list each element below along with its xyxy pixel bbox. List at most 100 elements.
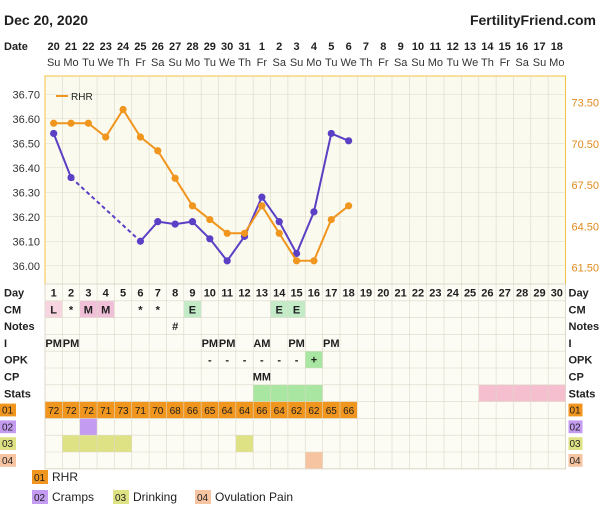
date-label: 28 [186, 41, 198, 53]
data-point [50, 119, 58, 127]
date-label: 26 [152, 41, 164, 53]
data-point [327, 215, 335, 224]
table-cell: 66 [187, 406, 199, 417]
series-line [139, 220, 159, 242]
row-color-chip [568, 420, 583, 434]
weekday-label: Su [168, 57, 181, 69]
y-left-tick: 36.70 [12, 89, 40, 101]
data-point [171, 174, 179, 182]
series-line [156, 150, 176, 179]
date-label: 17 [533, 41, 545, 53]
date-label: 31 [238, 41, 250, 53]
table-cell-bg [97, 435, 115, 452]
data-point [188, 202, 197, 210]
table-cell-bg [287, 384, 306, 402]
cycle-day: 9 [189, 288, 195, 300]
cycle-day: 5 [120, 288, 126, 300]
table-cell-bg [79, 435, 98, 452]
data-point [136, 133, 145, 141]
table-cell-bg [62, 401, 80, 419]
table-cell: 72 [83, 406, 95, 417]
date-label: 7 [363, 41, 369, 53]
series-line [261, 205, 281, 234]
series-line [191, 205, 211, 221]
date-label: 29 [204, 41, 216, 53]
legend-label: RHR [71, 92, 93, 103]
cycle-day: 12 [238, 288, 250, 300]
table-cell-bg [235, 401, 254, 419]
table-cell-bg [305, 351, 323, 368]
table-cell: 64 [239, 406, 251, 417]
row-label: 04 [2, 456, 14, 467]
weekday-label: Mo [306, 57, 321, 69]
date-label: 5 [328, 41, 334, 53]
data-point [102, 133, 110, 141]
data-point [345, 137, 353, 145]
table-cell: PM [45, 338, 62, 350]
weekday-label: Fr [378, 57, 389, 69]
y-right-tick: 73.50 [572, 98, 600, 110]
weekday-label: Tu [204, 57, 216, 69]
table-cell-bg [287, 401, 306, 419]
cycle-day: 13 [256, 288, 268, 300]
row-label-right: 04 [570, 456, 582, 467]
table-cell: - [208, 355, 212, 367]
date-label: 18 [551, 41, 563, 53]
weekday-label: Th [117, 57, 130, 69]
table-cell-bg [270, 384, 288, 402]
table-cell-bg [183, 401, 202, 419]
cycle-day: 14 [273, 288, 286, 300]
weekday-label: Fr [135, 57, 146, 69]
legend-chip [32, 470, 48, 484]
site-name: FertilityFriend.com [469, 12, 596, 28]
data-point [258, 193, 266, 201]
table-cell: E [276, 304, 283, 316]
row-label-right: CP [569, 372, 584, 384]
y-left-tick: 36.00 [12, 261, 40, 273]
series-line [209, 238, 228, 262]
bottom-legend: 01 RHR 02 Cramps 03 Drinking 04 Ovulation Pain [32, 470, 293, 504]
date-label: 23 [100, 41, 112, 53]
row-color-chip [0, 420, 16, 434]
table-cell: 62 [308, 406, 320, 417]
y-right-tick: 67.50 [572, 180, 600, 192]
data-point [292, 257, 301, 265]
weekday-label: Su [290, 57, 303, 69]
table-cell-bg [114, 435, 132, 452]
table-cell: - [295, 355, 299, 367]
table-cell-bg [201, 401, 219, 419]
legend-code: 04 [197, 493, 209, 504]
legend-code: 03 [115, 493, 127, 504]
table-cell: 70 [152, 406, 164, 417]
data-point [223, 257, 231, 265]
data-point [188, 218, 197, 226]
data-point [206, 215, 214, 224]
bbt-series [50, 129, 353, 265]
cycle-day: 2 [68, 288, 74, 300]
date-label: 30 [221, 41, 233, 53]
plot-legend: RHR [56, 92, 93, 103]
cycle-day: 26 [481, 288, 493, 300]
row-color-chip [568, 403, 583, 417]
row-label: 01 [2, 406, 14, 417]
date-label: 15 [499, 41, 511, 53]
date-label: 12 [447, 41, 459, 53]
row-label: 03 [2, 439, 14, 450]
table-cell: * [138, 304, 143, 316]
legend-label: Drinking [133, 490, 177, 504]
weekday-label: We [219, 57, 235, 69]
table-cell-bg [322, 401, 340, 419]
table-cell: E [293, 304, 300, 316]
series-line [243, 205, 263, 234]
cycle-day: 7 [155, 288, 161, 300]
series-line [70, 176, 142, 242]
table-cell: # [172, 321, 178, 333]
table-cell-bg [253, 384, 271, 402]
cycle-day: 8 [172, 288, 178, 300]
y-left-tick: 36.60 [12, 114, 40, 126]
series-line [330, 205, 350, 221]
weekday-label: Tu [447, 57, 459, 69]
cycle-day: 17 [325, 288, 337, 300]
weekday-label: Sa [151, 57, 165, 69]
table-cell: PM [219, 338, 236, 350]
